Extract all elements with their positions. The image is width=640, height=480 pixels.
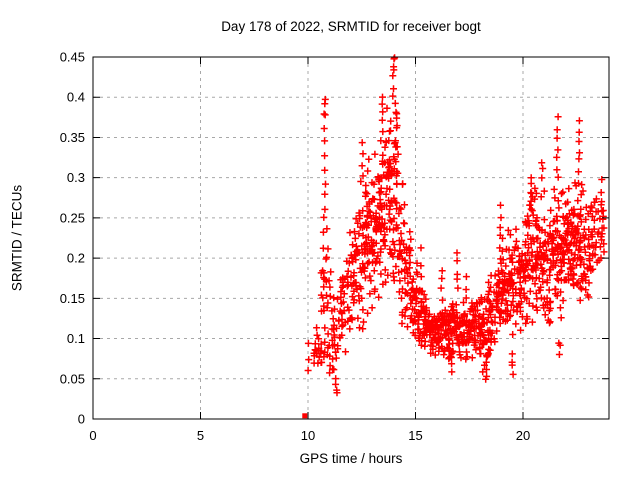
x-axis-label: GPS time / hours — [299, 451, 403, 466]
y-tick-label: 0.35 — [60, 130, 85, 145]
y-tick-label: 0.45 — [60, 50, 85, 65]
y-tick-label: 0.25 — [60, 210, 85, 225]
y-tick-label: 0 — [78, 412, 85, 427]
x-tick-label: 0 — [89, 428, 96, 443]
y-tick-label: 0.15 — [60, 291, 85, 306]
zero-point-marker — [302, 413, 308, 419]
data-points — [304, 54, 608, 397]
y-tick-label: 0.4 — [67, 90, 85, 105]
y-tick-label: 0.05 — [60, 371, 85, 386]
y-tick-label: 0.1 — [67, 331, 85, 346]
x-tick-label: 20 — [516, 428, 530, 443]
plot-border — [92, 56, 610, 420]
x-tick-label: 10 — [301, 428, 315, 443]
y-tick-label: 0.2 — [67, 251, 85, 266]
chart-title: Day 178 of 2022, SRMTID for receiver bog… — [221, 19, 481, 34]
x-tick-label: 5 — [197, 428, 204, 443]
x-tick-label: 15 — [408, 428, 422, 443]
y-tick-label: 0.3 — [67, 170, 85, 185]
tick-marks — [92, 56, 609, 420]
